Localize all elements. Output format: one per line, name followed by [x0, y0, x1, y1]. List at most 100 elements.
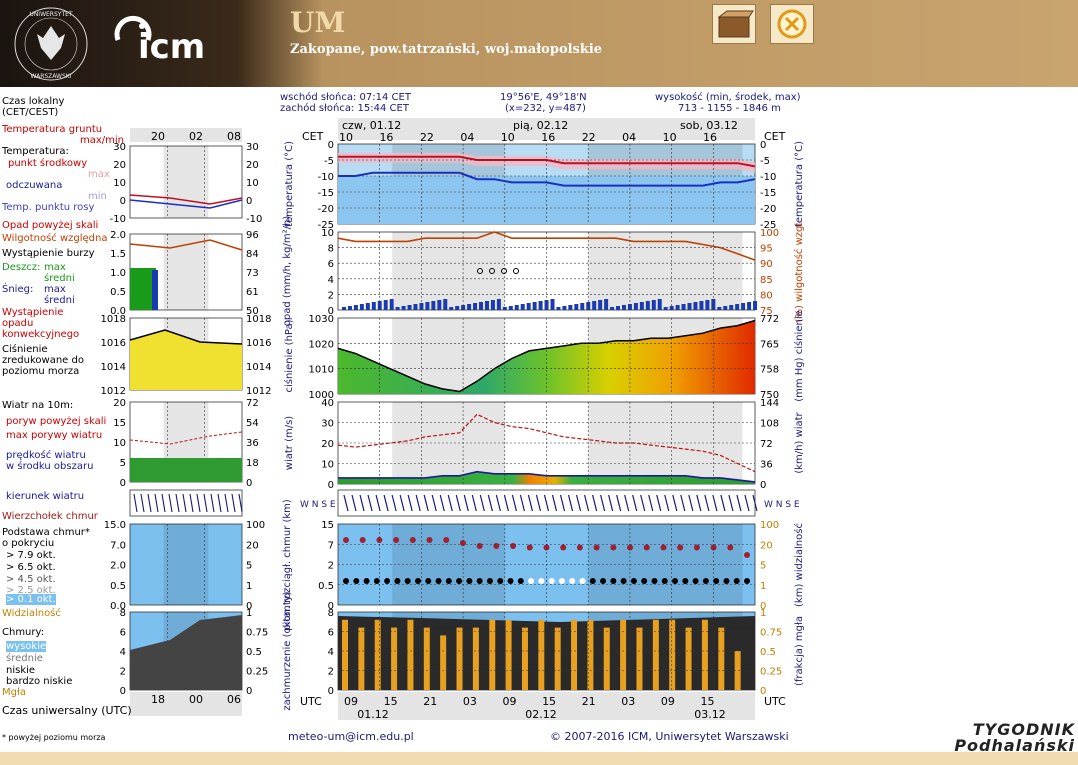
cloud-y2-tick-2: 5	[760, 561, 766, 572]
hour-top-0: 10	[339, 131, 353, 144]
cloud-base-dot-27	[620, 578, 627, 584]
toolbox-button[interactable]	[712, 4, 756, 44]
rain-bar-58	[687, 303, 692, 310]
rain-bar-13	[419, 303, 424, 310]
legend-predkosc: prędkość wiatru w środku obszaru	[6, 450, 94, 472]
wind-y-tick-3: 10	[321, 460, 334, 471]
fog-bar-11	[521, 627, 528, 690]
rain-bar-56	[675, 305, 680, 310]
cloud-base-dot-19	[538, 578, 545, 584]
rain-bar-31	[526, 303, 531, 310]
day-bottom-2: 03.12	[694, 708, 726, 721]
wind-area	[338, 471, 755, 484]
fog-bar-16	[603, 627, 610, 690]
close-button[interactable]	[770, 4, 814, 44]
left-wind-arrow-13	[224, 493, 229, 513]
rain-bar-51	[645, 301, 650, 310]
humidity-line	[337, 231, 756, 261]
cloud-base-dot-32	[672, 578, 679, 584]
left-pressure-line	[129, 329, 243, 345]
left-panel-2-y-tick-2: 1014	[101, 362, 126, 373]
press-y-tick-1: 1020	[309, 339, 334, 350]
sunrise-text: wschód słońca: 07:14 CET	[280, 92, 411, 103]
top-time-bg	[338, 118, 755, 140]
cloud-base-dot-6	[404, 578, 411, 584]
cloud-base-dot-38	[733, 578, 740, 584]
left-wind-arrow-7	[182, 493, 187, 513]
rain-bar-54	[663, 307, 668, 310]
hour-top-7: 04	[622, 131, 636, 144]
left-wind-arrow-8	[189, 493, 194, 513]
cloud-top-dot-19	[660, 544, 667, 551]
footer-email[interactable]: meteo-um@icm.edu.pl	[288, 730, 414, 743]
cloud-y2-tick-1: 20	[760, 540, 773, 551]
left-panel-0-y-tick-0: 30	[113, 142, 126, 153]
left-panel-1-y-tick-2: 1.0	[110, 268, 126, 279]
press-axis-title: ciśnienie (hPa)	[283, 319, 295, 392]
hour-bottom-5: 15	[542, 695, 556, 708]
left-panel-6-y2-tick-0: 1	[246, 608, 252, 619]
cloud-top-dot-0	[343, 537, 349, 543]
legend-temp-gruntu: Temperatura gruntu	[2, 124, 103, 135]
hour-top-4: 10	[501, 131, 515, 144]
wind-y2-tick-3: 36	[760, 460, 773, 471]
left-panel-1-y2-tick-2: 73	[246, 268, 259, 279]
cloud-top-dot-23	[727, 544, 734, 551]
hour-top-5: 16	[541, 131, 555, 144]
day-bottom-1: 02.12	[525, 708, 557, 721]
fog-bar-1	[358, 627, 365, 690]
left-hour-top-1: 02	[189, 130, 203, 143]
rain-bar-57	[681, 304, 686, 310]
wind-dir-arrow-18	[487, 494, 493, 512]
legend-wiatr-na: Wiatr na 10m:	[2, 400, 74, 411]
legend-okt1: > 7.9 okt.	[6, 550, 56, 561]
left-panel-1-y-tick-3: 0.5	[110, 287, 126, 298]
compass-right: W N S E	[764, 500, 800, 510]
wind-dir-arrow-31	[592, 494, 598, 512]
fog-bar-2	[374, 619, 381, 690]
left-panel-5-y-tick-3: 0.5	[110, 581, 126, 592]
rain-bar-50	[639, 302, 644, 310]
left-panel-2-y2-tick-0: 1018	[246, 314, 271, 325]
fog-bar-8	[472, 627, 479, 690]
cover-y2-tick-2: 0.5	[760, 647, 776, 658]
fog-bar-13	[554, 627, 561, 690]
cover-axis-title: zachmurzenie (oktanty)	[282, 591, 293, 710]
cloud-y2-tick-0: 100	[760, 520, 779, 531]
press-axis-title-r: (mm Hg) ciśnienie	[793, 310, 805, 402]
fog-bar-4	[407, 619, 414, 690]
wind-dir-arrow-32	[600, 494, 606, 512]
fog-bar-14	[571, 619, 578, 690]
rain-bar-2	[353, 305, 358, 310]
pressure-line	[337, 319, 756, 393]
hour-top-1: 16	[379, 131, 393, 144]
coords-text: 19°56'E, 49°18'N	[500, 92, 587, 103]
cover-y-tick-2: 4	[328, 647, 334, 658]
cloud-top-dot-11	[526, 544, 533, 551]
left-cloud-area	[130, 615, 242, 690]
hour-top-3: 04	[460, 131, 474, 144]
wind-y-tick-0: 40	[321, 398, 334, 409]
opad-y2-tick-2: 90	[760, 259, 773, 270]
legend-czas-uniw: Czas uniwersalny (UTC)	[2, 704, 132, 717]
sunset-text: zachód słońca: 15:44 CET	[280, 103, 409, 114]
rain-bar-23	[479, 302, 484, 310]
wind-dir-arrow-45	[704, 494, 710, 512]
wind-dir-arrow-15	[463, 494, 469, 512]
wind-y2-tick-4: 0	[760, 480, 766, 491]
left-panel-1-y2-tick-1: 84	[246, 249, 259, 260]
rain-bar-65	[729, 305, 734, 310]
left-panel-2-y2-tick-3: 1012	[246, 386, 271, 397]
left-panel-3-y2-tick-1: 54	[246, 418, 259, 429]
left-panel-2-y-tick-3: 1012	[101, 386, 126, 397]
legend-wilgotnosc: Wilgotność względna	[2, 233, 108, 244]
left-wind-arrow-3	[154, 493, 159, 513]
wind-dir-arrow-39	[656, 494, 662, 512]
left-wind-arrow-1	[140, 493, 145, 513]
cet-label-right: CET	[764, 130, 786, 143]
rain-bar-20	[461, 305, 466, 310]
rain-bar-59	[693, 302, 698, 310]
legend-wierzcholek: Wierzchołek chmur	[2, 511, 98, 522]
fog-bar-22	[701, 619, 708, 690]
rain-bar-16	[437, 300, 442, 310]
